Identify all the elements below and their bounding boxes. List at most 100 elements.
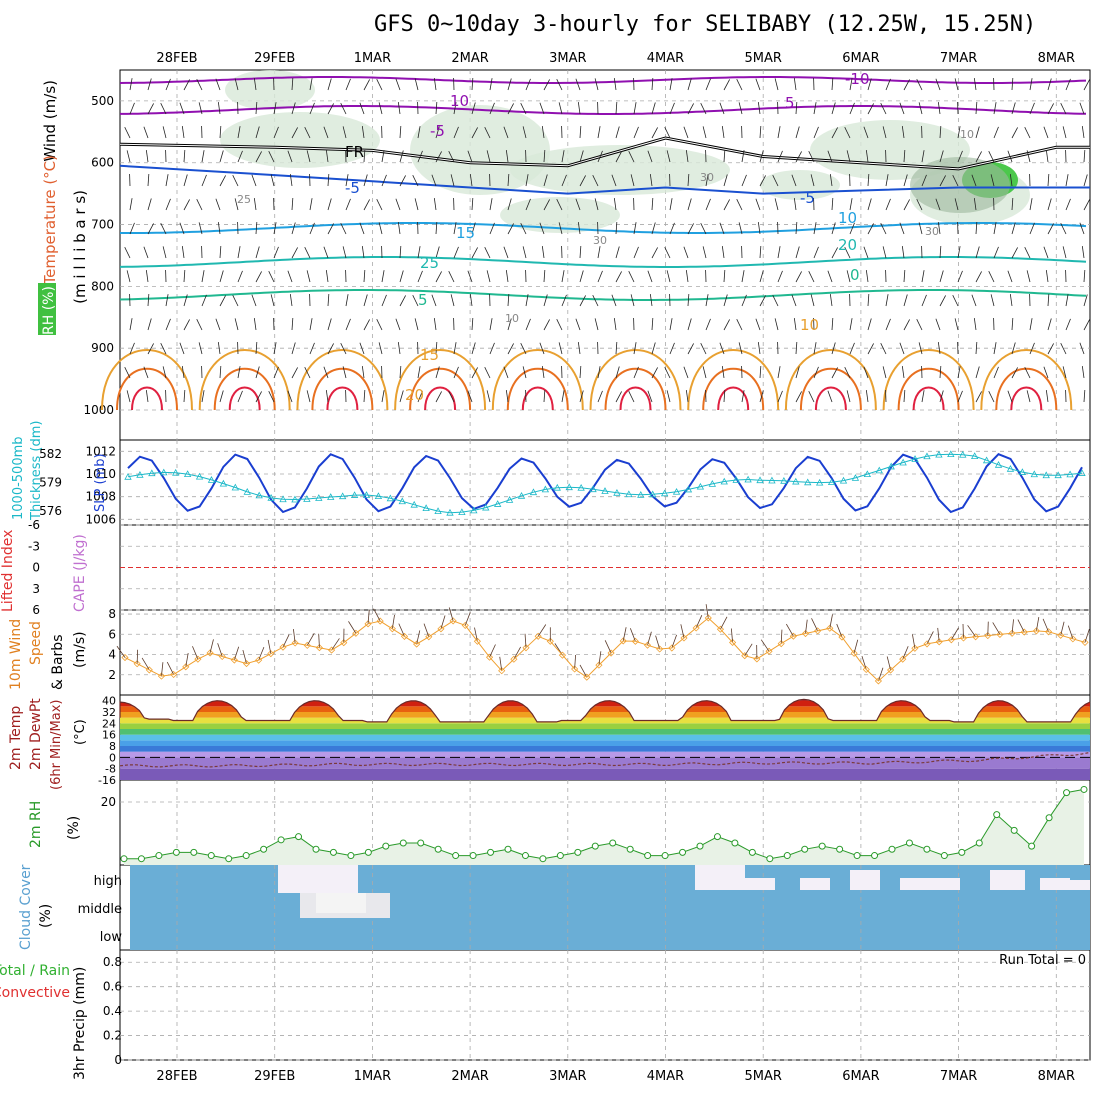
wind-speed-point xyxy=(887,666,895,674)
top-date-label: 29FEB xyxy=(254,51,295,66)
wind-barb xyxy=(813,366,819,379)
wind-barb xyxy=(558,342,563,355)
wind-barb xyxy=(846,390,851,403)
rh-point xyxy=(120,855,128,863)
wind-barb xyxy=(880,103,887,115)
contour-25 xyxy=(394,349,487,411)
wind-barb xyxy=(867,174,870,187)
wind-barb xyxy=(397,222,401,235)
wind-barb xyxy=(831,198,834,211)
wind-barb xyxy=(1043,126,1049,139)
wind-speed-point xyxy=(534,632,542,640)
wind-barb xyxy=(399,175,406,187)
wind-barb xyxy=(306,390,311,403)
precip-ytick: 0 xyxy=(114,1053,122,1067)
wind-barb xyxy=(669,198,673,211)
contour-label: 5 xyxy=(418,291,428,309)
wind-barb xyxy=(1065,198,1071,211)
rh-point xyxy=(295,833,303,841)
wind-barb xyxy=(597,150,603,163)
rh-point xyxy=(591,842,599,850)
wind-barb xyxy=(359,102,365,115)
wind-barb xyxy=(903,319,910,331)
wind-barb xyxy=(342,246,347,259)
wind-barb-10m xyxy=(116,645,126,658)
wind-barb xyxy=(378,342,383,355)
wind-barb xyxy=(649,294,653,307)
rh-point xyxy=(853,852,861,860)
wind-ylabel-4: (m/s) xyxy=(72,631,88,668)
wind-speed-point xyxy=(862,665,870,674)
wind-barb xyxy=(431,174,437,187)
cloud-high-block xyxy=(800,878,830,890)
wind-speed-point xyxy=(315,644,323,652)
wind-barb xyxy=(183,174,188,187)
wind-barb xyxy=(287,390,293,403)
wind-barb xyxy=(611,174,617,187)
wind-barb xyxy=(520,343,527,355)
wind-barb xyxy=(291,342,296,355)
wind-barb xyxy=(772,175,779,187)
wind-barb xyxy=(541,366,545,379)
wind-barb xyxy=(885,294,889,307)
wind-barb xyxy=(1083,294,1088,307)
rh-point xyxy=(382,842,390,850)
wind-barb xyxy=(507,343,514,355)
slp-ytick: 1006 xyxy=(85,512,116,526)
wind-barb xyxy=(505,150,509,163)
dewpoint-line xyxy=(119,751,1091,768)
contour-label: 20 xyxy=(838,236,857,254)
wind-barb xyxy=(594,78,599,91)
wind-barb xyxy=(561,150,565,163)
wind-barb xyxy=(327,174,330,187)
contour-20 xyxy=(119,289,1087,301)
wind-barb xyxy=(469,174,473,187)
rh-ylabel-1: 2m RH xyxy=(28,801,44,848)
wind-speed-point xyxy=(595,661,603,669)
wind-barb xyxy=(219,126,222,139)
wind-barb xyxy=(489,342,495,355)
wind-barb xyxy=(880,223,887,235)
temp-band xyxy=(120,746,1090,752)
contour-30 xyxy=(116,367,178,411)
wind-barb-10m xyxy=(671,634,677,649)
wind-barb xyxy=(359,222,365,235)
wind-barb xyxy=(795,342,798,355)
wind-barb xyxy=(539,102,545,115)
wind-barb xyxy=(700,103,707,115)
rh-point xyxy=(644,852,652,860)
rh-point xyxy=(748,848,756,856)
wind-barb xyxy=(827,270,833,283)
rh-point xyxy=(521,852,529,860)
wind-barb xyxy=(664,127,671,139)
wind-barb xyxy=(143,126,149,139)
contour-30 xyxy=(604,367,667,411)
wind-barb xyxy=(880,343,887,355)
wind-barb xyxy=(633,102,637,115)
wind-barb xyxy=(988,151,995,163)
wind-speed-point xyxy=(510,655,518,663)
wind-barb xyxy=(471,367,478,379)
wind-barb xyxy=(1065,174,1069,187)
wind-barb xyxy=(327,198,332,211)
wind-barb xyxy=(217,102,221,115)
wind-barb xyxy=(957,126,961,139)
wind-barb xyxy=(705,78,711,91)
wind-barb xyxy=(543,270,546,283)
temp-band xyxy=(120,757,1090,769)
rh-point xyxy=(679,848,687,856)
upper-ylabel-rh: RH (%) xyxy=(41,286,57,335)
wind-barb xyxy=(215,318,221,331)
wind-barb xyxy=(628,271,635,283)
wind-barb xyxy=(1047,294,1050,307)
precip-ylabel-1: Total / Rain xyxy=(0,963,70,979)
wind-barb-10m xyxy=(655,635,661,650)
wind-barb xyxy=(633,126,639,139)
wind-barb xyxy=(467,390,473,403)
rh-legend-swatch xyxy=(38,283,56,335)
wind-barb xyxy=(1062,366,1067,379)
wind-barb xyxy=(558,102,563,115)
contour-35 xyxy=(131,386,163,411)
wind-barb xyxy=(381,270,385,283)
wind-barb xyxy=(453,126,459,139)
